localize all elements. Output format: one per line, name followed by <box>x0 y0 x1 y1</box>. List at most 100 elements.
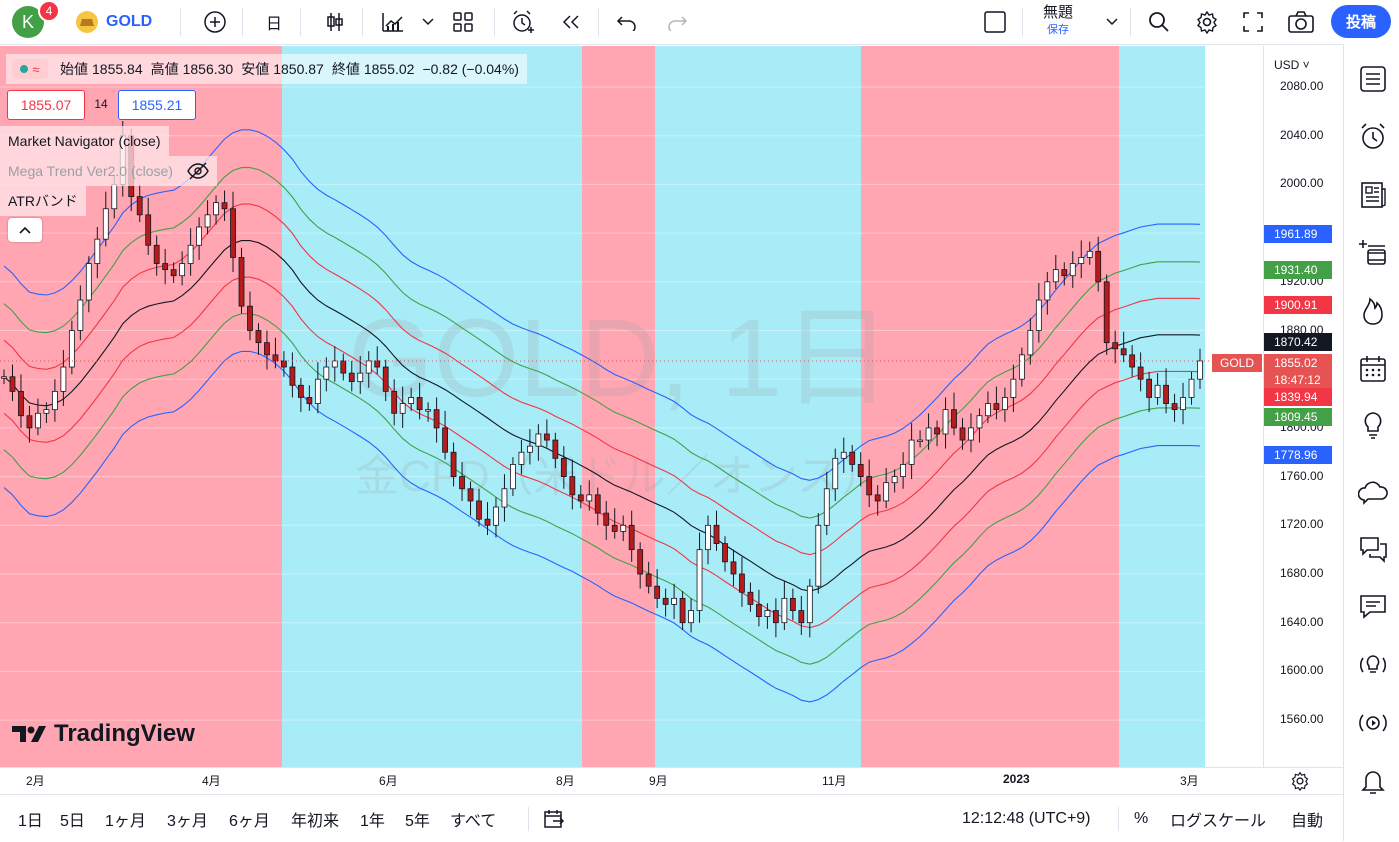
auto-scale-toggle[interactable]: 自動 <box>1291 812 1324 830</box>
time-axis[interactable]: 2月 4月 6月 8月 9月 11月 2023 3月 <box>0 767 1343 794</box>
indicator-mega-trend[interactable]: Mega Trend Ver2.0 (close) <box>0 156 217 186</box>
candle-body <box>832 457 839 490</box>
fullscreen-button[interactable] <box>1238 0 1268 44</box>
candle-body <box>679 597 686 624</box>
settings-button[interactable] <box>1192 0 1222 44</box>
candle-body <box>764 610 771 618</box>
ohlc-legend: ≈ 始値 1855.84 高値 1856.30 安値 1850.87 終値 1855.0… <box>6 54 527 84</box>
settings-gear-icon[interactable] <box>1290 771 1310 791</box>
interval-button[interactable]: 日 <box>265 16 282 33</box>
redo-button[interactable] <box>660 0 694 44</box>
lightbulb-icon[interactable] <box>1358 410 1388 440</box>
trend-band <box>582 46 655 767</box>
bid-button[interactable]: 1855.07 <box>7 90 85 120</box>
streams-play-icon[interactable] <box>1358 708 1388 738</box>
candlesticks <box>1 121 1203 638</box>
candle-body <box>1035 299 1042 331</box>
candle-body <box>340 360 347 374</box>
news-icon[interactable] <box>1358 180 1388 210</box>
indicator-market-navigator[interactable]: Market Navigator (close) <box>0 126 169 156</box>
chats-icon[interactable] <box>1358 534 1388 564</box>
post-button[interactable]: 投稿 <box>1331 5 1391 38</box>
indicator-label: Mega Trend Ver2.0 (close) <box>8 163 173 179</box>
indicator-atr-band[interactable]: ATRバンド <box>0 186 86 216</box>
indicators-dropdown[interactable] <box>418 0 438 44</box>
add-list-icon[interactable] <box>1358 238 1388 268</box>
candle-body <box>416 397 423 411</box>
legend-toggle[interactable]: ≈ <box>12 59 48 79</box>
ideas-stream-icon[interactable] <box>1358 592 1388 622</box>
fullscreen-icon <box>1243 12 1263 32</box>
layout-select-button[interactable] <box>980 0 1010 44</box>
range-6m[interactable]: 6ヶ月 <box>229 812 270 830</box>
price-axis[interactable]: USD ˅ 2080.002040.002000.001960.001920.0… <box>1263 46 1344 767</box>
time-label: 6月 <box>379 774 398 788</box>
alert-button[interactable] <box>506 0 540 44</box>
percent-scale-toggle[interactable]: % <box>1134 809 1149 827</box>
chat-cloud-icon[interactable] <box>1358 478 1388 508</box>
templates-button[interactable] <box>446 0 480 44</box>
range-1m[interactable]: 1ヶ月 <box>105 812 146 830</box>
alarm-clock-icon <box>513 10 534 33</box>
log-scale-toggle[interactable]: ログスケール <box>1170 812 1267 830</box>
candle-body <box>43 409 50 414</box>
range-ytd[interactable]: 年初来 <box>291 812 340 830</box>
snapshot-button[interactable] <box>1286 0 1316 44</box>
range-3m[interactable]: 3ヶ月 <box>167 812 208 830</box>
range-5y[interactable]: 5年 <box>405 812 430 830</box>
candle-body <box>1112 342 1119 350</box>
candle-body <box>535 433 542 447</box>
candle-body <box>772 610 779 624</box>
range-5d[interactable]: 5日 <box>60 812 85 830</box>
price-tag: 1778.96 <box>1264 446 1332 464</box>
candle-body <box>1154 384 1161 398</box>
broadcast-bulb-icon[interactable] <box>1358 650 1388 680</box>
candle-body <box>187 244 194 264</box>
replay-button[interactable] <box>554 0 588 44</box>
time-label: 2023 <box>1003 772 1030 786</box>
candle-body <box>136 196 143 216</box>
clock-timezone[interactable]: 12:12:48 (UTC+9) <box>962 809 1091 827</box>
range-1y[interactable]: 1年 <box>360 812 385 830</box>
save-layout-button[interactable]: 無題 保存 <box>1036 4 1080 42</box>
candle-body <box>527 445 533 453</box>
price-tick-label: 2000.00 <box>1280 176 1324 191</box>
layout-name: 無題 <box>1042 4 1073 21</box>
alarm-clock-icon[interactable] <box>1358 122 1388 152</box>
candle-body <box>688 610 694 624</box>
candle-body <box>730 561 737 575</box>
range-all[interactable]: すべて <box>450 812 497 830</box>
calendar-icon[interactable] <box>1358 354 1388 384</box>
candle-body <box>1086 250 1093 258</box>
undo-button[interactable] <box>610 0 644 44</box>
search-button[interactable] <box>1144 0 1174 44</box>
candle-body <box>900 464 907 477</box>
symbol-search-button[interactable]: GOLD <box>76 10 152 34</box>
candle-body <box>1061 269 1068 277</box>
chart-area[interactable]: GOLD, 1日 金CFD（米ドル／オンス） <box>0 46 1343 767</box>
candle-body <box>1120 348 1127 356</box>
layout-dropdown[interactable] <box>1102 0 1122 44</box>
candle-body <box>985 403 991 417</box>
candle-body <box>1103 281 1110 344</box>
indicator-label: ATRバンド <box>8 193 78 209</box>
add-symbol-button[interactable] <box>198 0 232 44</box>
chart-type-button[interactable] <box>318 0 352 44</box>
candle-body <box>221 202 228 210</box>
collapse-legend-button[interactable] <box>8 218 42 242</box>
candle-body <box>705 524 711 551</box>
indicators-button[interactable] <box>376 0 410 44</box>
price-tag: 1839.94 <box>1264 388 1332 406</box>
candle-body <box>696 549 703 611</box>
camera-icon <box>1288 11 1314 33</box>
range-1d[interactable]: 1日 <box>18 812 43 830</box>
currency-selector[interactable]: USD ˅ <box>1274 58 1310 72</box>
ask-button[interactable]: 1855.21 <box>118 90 196 120</box>
candle-body <box>586 494 593 502</box>
price-tick-label: 2080.00 <box>1280 79 1324 93</box>
eye-off-icon[interactable] <box>187 162 209 180</box>
fire-icon[interactable] <box>1358 296 1388 326</box>
goto-date-button[interactable] <box>543 795 565 842</box>
watchlist-icon[interactable] <box>1358 64 1388 94</box>
notifications-bell-icon[interactable] <box>1358 766 1388 796</box>
